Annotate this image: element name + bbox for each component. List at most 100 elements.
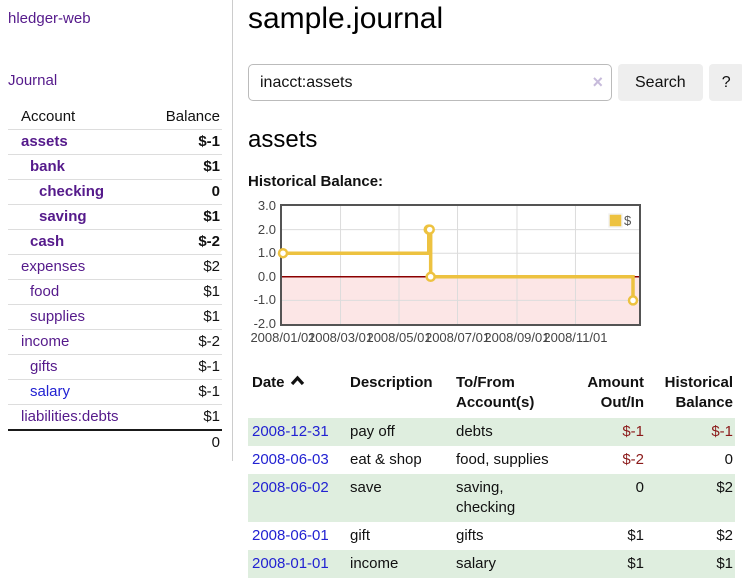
account-balance: $-2	[139, 229, 222, 255]
transaction-accounts: food, supplies	[456, 451, 549, 468]
transaction-amount: $-2	[622, 451, 644, 468]
transaction-date-cell: 2008-06-01	[248, 522, 350, 550]
account-link[interactable]: food	[30, 283, 60, 300]
transaction-balance: $1	[716, 555, 733, 572]
account-row: cash $-2	[8, 229, 222, 255]
register-header-date[interactable]: Date	[248, 368, 350, 418]
legend-label: $	[624, 213, 632, 228]
register-header-description: Description	[350, 374, 433, 391]
transaction-date-link[interactable]: 2008-06-03	[252, 451, 329, 468]
account-link[interactable]: expenses	[21, 258, 86, 275]
account-row: food $1	[8, 279, 222, 305]
transaction-amount: $1	[627, 527, 644, 544]
transaction-row[interactable]: 2008-06-03 eat & shop food, supplies $-2 0	[248, 446, 735, 474]
account-row: supplies $1	[8, 304, 222, 330]
account-link[interactable]: bank	[30, 158, 66, 175]
clear-search-icon[interactable]: ×	[592, 72, 603, 92]
account-balance: 0	[139, 179, 222, 205]
transaction-date-link[interactable]: 2008-12-31	[252, 423, 329, 440]
transaction-balance: $2	[716, 479, 733, 496]
account-balance: $1	[139, 304, 222, 330]
transaction-date-link[interactable]: 2008-06-02	[252, 479, 329, 496]
account-row: salary $-1	[8, 379, 222, 405]
chevron-up-icon	[290, 375, 304, 386]
chart-plot-area[interactable]: $	[277, 204, 641, 326]
transaction-accounts: saving, checking	[456, 479, 516, 516]
account-row: liabilities:debts $1	[8, 404, 222, 431]
account-balance: $-1	[139, 354, 222, 380]
account-link[interactable]: income	[21, 333, 70, 350]
account-link[interactable]: cash	[30, 233, 65, 250]
transaction-balance: $-1	[711, 423, 733, 440]
account-row: income $-2	[8, 329, 222, 355]
account-row: gifts $-1	[8, 354, 222, 380]
transaction-accounts: salary	[456, 555, 497, 572]
accounts-header-account: Account	[8, 105, 140, 130]
account-balance: $1	[139, 404, 222, 431]
transaction-row[interactable]: 2008-12-31 pay off debts $-1 $-1	[248, 418, 735, 446]
account-row: checking 0	[8, 179, 222, 205]
data-point-marker	[277, 247, 289, 259]
account-balance: $-1	[139, 129, 222, 155]
transaction-date-link[interactable]: 2008-06-01	[252, 527, 329, 544]
register-header-amount-out-in: Amount Out/In	[587, 374, 644, 411]
help-button[interactable]: ?	[708, 64, 742, 101]
account-balance: $1	[139, 154, 222, 180]
accounts-header-balance: Balance	[139, 105, 222, 130]
search-form: × Search ?	[248, 64, 742, 101]
accounts-header-row: Account Balance	[8, 105, 222, 130]
transaction-row[interactable]: 2008-01-01 income salary $1 $1	[248, 550, 735, 578]
transaction-description: eat & shop	[350, 451, 422, 468]
account-heading: assets	[248, 126, 318, 153]
register-header-row: Date Description To/From Account(s) Amount …	[248, 368, 735, 418]
app-title: hledger-web	[8, 10, 222, 27]
transaction-date-link[interactable]: 2008-01-01	[252, 555, 329, 572]
x-axis-tick-label: 2008/07/01	[424, 330, 491, 345]
transaction-row[interactable]: 2008-06-02 save saving, checking 0 $2	[248, 474, 735, 522]
account-link[interactable]: saving	[39, 208, 87, 225]
transaction-description: pay off	[350, 423, 395, 440]
account-link[interactable]: checking	[39, 183, 105, 200]
x-axis-tick-label: 2008/01/01	[250, 330, 316, 345]
search-box: ×	[248, 64, 612, 101]
transaction-date-cell: 2008-06-03	[248, 446, 350, 474]
y-axis-tick-label: 3.0	[257, 198, 276, 213]
search-button[interactable]: Search	[618, 64, 703, 101]
transaction-amount: 0	[635, 479, 644, 496]
x-axis-tick-label: 2008/03/01	[307, 330, 374, 345]
chart-legend: $	[608, 213, 632, 228]
account-link[interactable]: liabilities:debts	[21, 408, 119, 425]
transaction-date-cell: 2008-01-01	[248, 550, 350, 578]
sidebar-item-journal[interactable]: Journal	[8, 72, 58, 89]
transaction-description: gift	[350, 527, 371, 544]
y-axis-tick-label: 0.0	[257, 268, 276, 284]
data-point-marker	[424, 224, 435, 235]
main-content: sample.journal × Search ? assets Histori…	[233, 0, 742, 578]
transaction-balance: $2	[716, 527, 733, 544]
app-title-link[interactable]: hledger-web	[8, 10, 91, 27]
chart-title: Historical Balance:	[248, 173, 384, 190]
x-axis-tick-label: 2008/05/01	[366, 330, 432, 345]
account-link[interactable]: assets	[21, 133, 68, 150]
search-input[interactable]	[248, 64, 612, 101]
transaction-balance: 0	[724, 451, 733, 468]
x-axis-tick-label: 2008/09/01	[484, 330, 550, 345]
transaction-row[interactable]: 2008-06-01 gift gifts $1 $2	[248, 522, 735, 550]
accounts-table: Account Balance assets $-1 bank $1 checking 0…	[8, 105, 222, 455]
transaction-accounts: debts	[456, 423, 493, 440]
legend-swatch	[608, 213, 623, 228]
account-balance: $-2	[139, 329, 222, 355]
account-link[interactable]: gifts	[30, 358, 58, 375]
account-row: expenses $2	[8, 254, 222, 280]
transaction-amount: $1	[627, 555, 644, 572]
balance-chart[interactable]: $3.0 2.0 1.0 0.0 -1.0 -2.0 2008/01/01 2008/03/0…	[248, 198, 648, 345]
account-link[interactable]: supplies	[30, 308, 86, 325]
data-point-marker	[425, 271, 436, 283]
page-title: sample.journal	[248, 2, 444, 35]
register-table: Date Description To/From Account(s) Amount …	[248, 368, 735, 578]
account-balance: $-1	[139, 379, 222, 405]
account-link[interactable]: salary	[30, 383, 71, 400]
account-row: bank $1	[8, 154, 222, 180]
account-row: assets $-1	[8, 129, 222, 155]
